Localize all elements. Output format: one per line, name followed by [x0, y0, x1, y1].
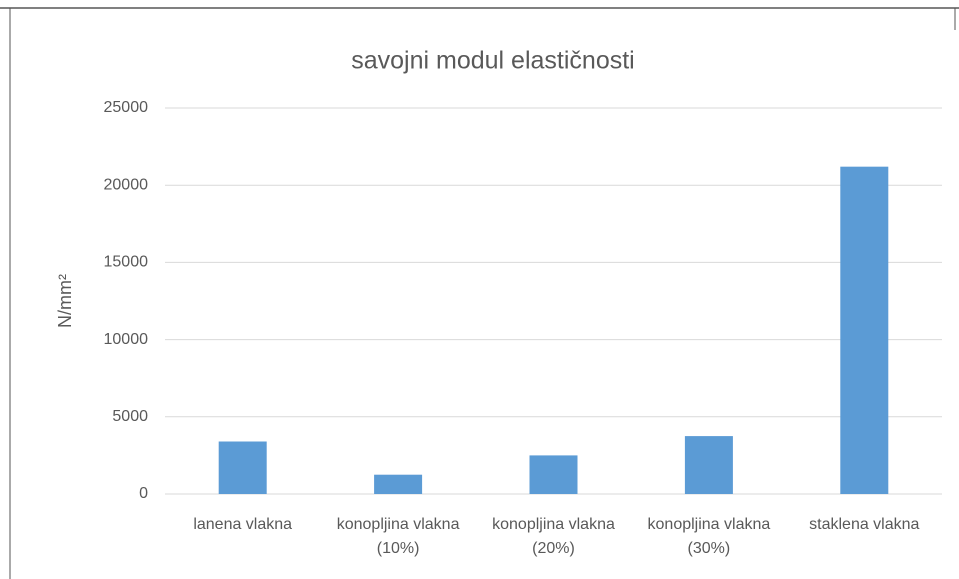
x-tick-label: lanena vlakna — [193, 516, 293, 533]
y-tick-label: 0 — [139, 485, 148, 502]
y-axis-label: N/mm² — [55, 274, 75, 328]
bar — [218, 441, 267, 494]
chart-title: savojni modul elastičnosti — [351, 47, 634, 75]
x-tick-label: konopljina vlakna (20%) — [492, 516, 615, 557]
x-tick-label: konopljina vlakna (30%) — [647, 516, 771, 557]
x-tick-label: staklena vlakna — [809, 516, 920, 533]
y-tick-label: 15000 — [104, 254, 149, 271]
bar — [529, 455, 578, 494]
y-tick-label: 10000 — [104, 331, 149, 348]
bar — [684, 436, 733, 494]
x-tick-label: konopljina vlakna (10%) — [336, 516, 460, 557]
y-tick-label: 25000 — [104, 99, 149, 116]
bar — [840, 166, 889, 494]
y-tick-label: 5000 — [112, 408, 148, 425]
bar — [374, 474, 423, 494]
y-tick-label: 20000 — [104, 176, 149, 193]
